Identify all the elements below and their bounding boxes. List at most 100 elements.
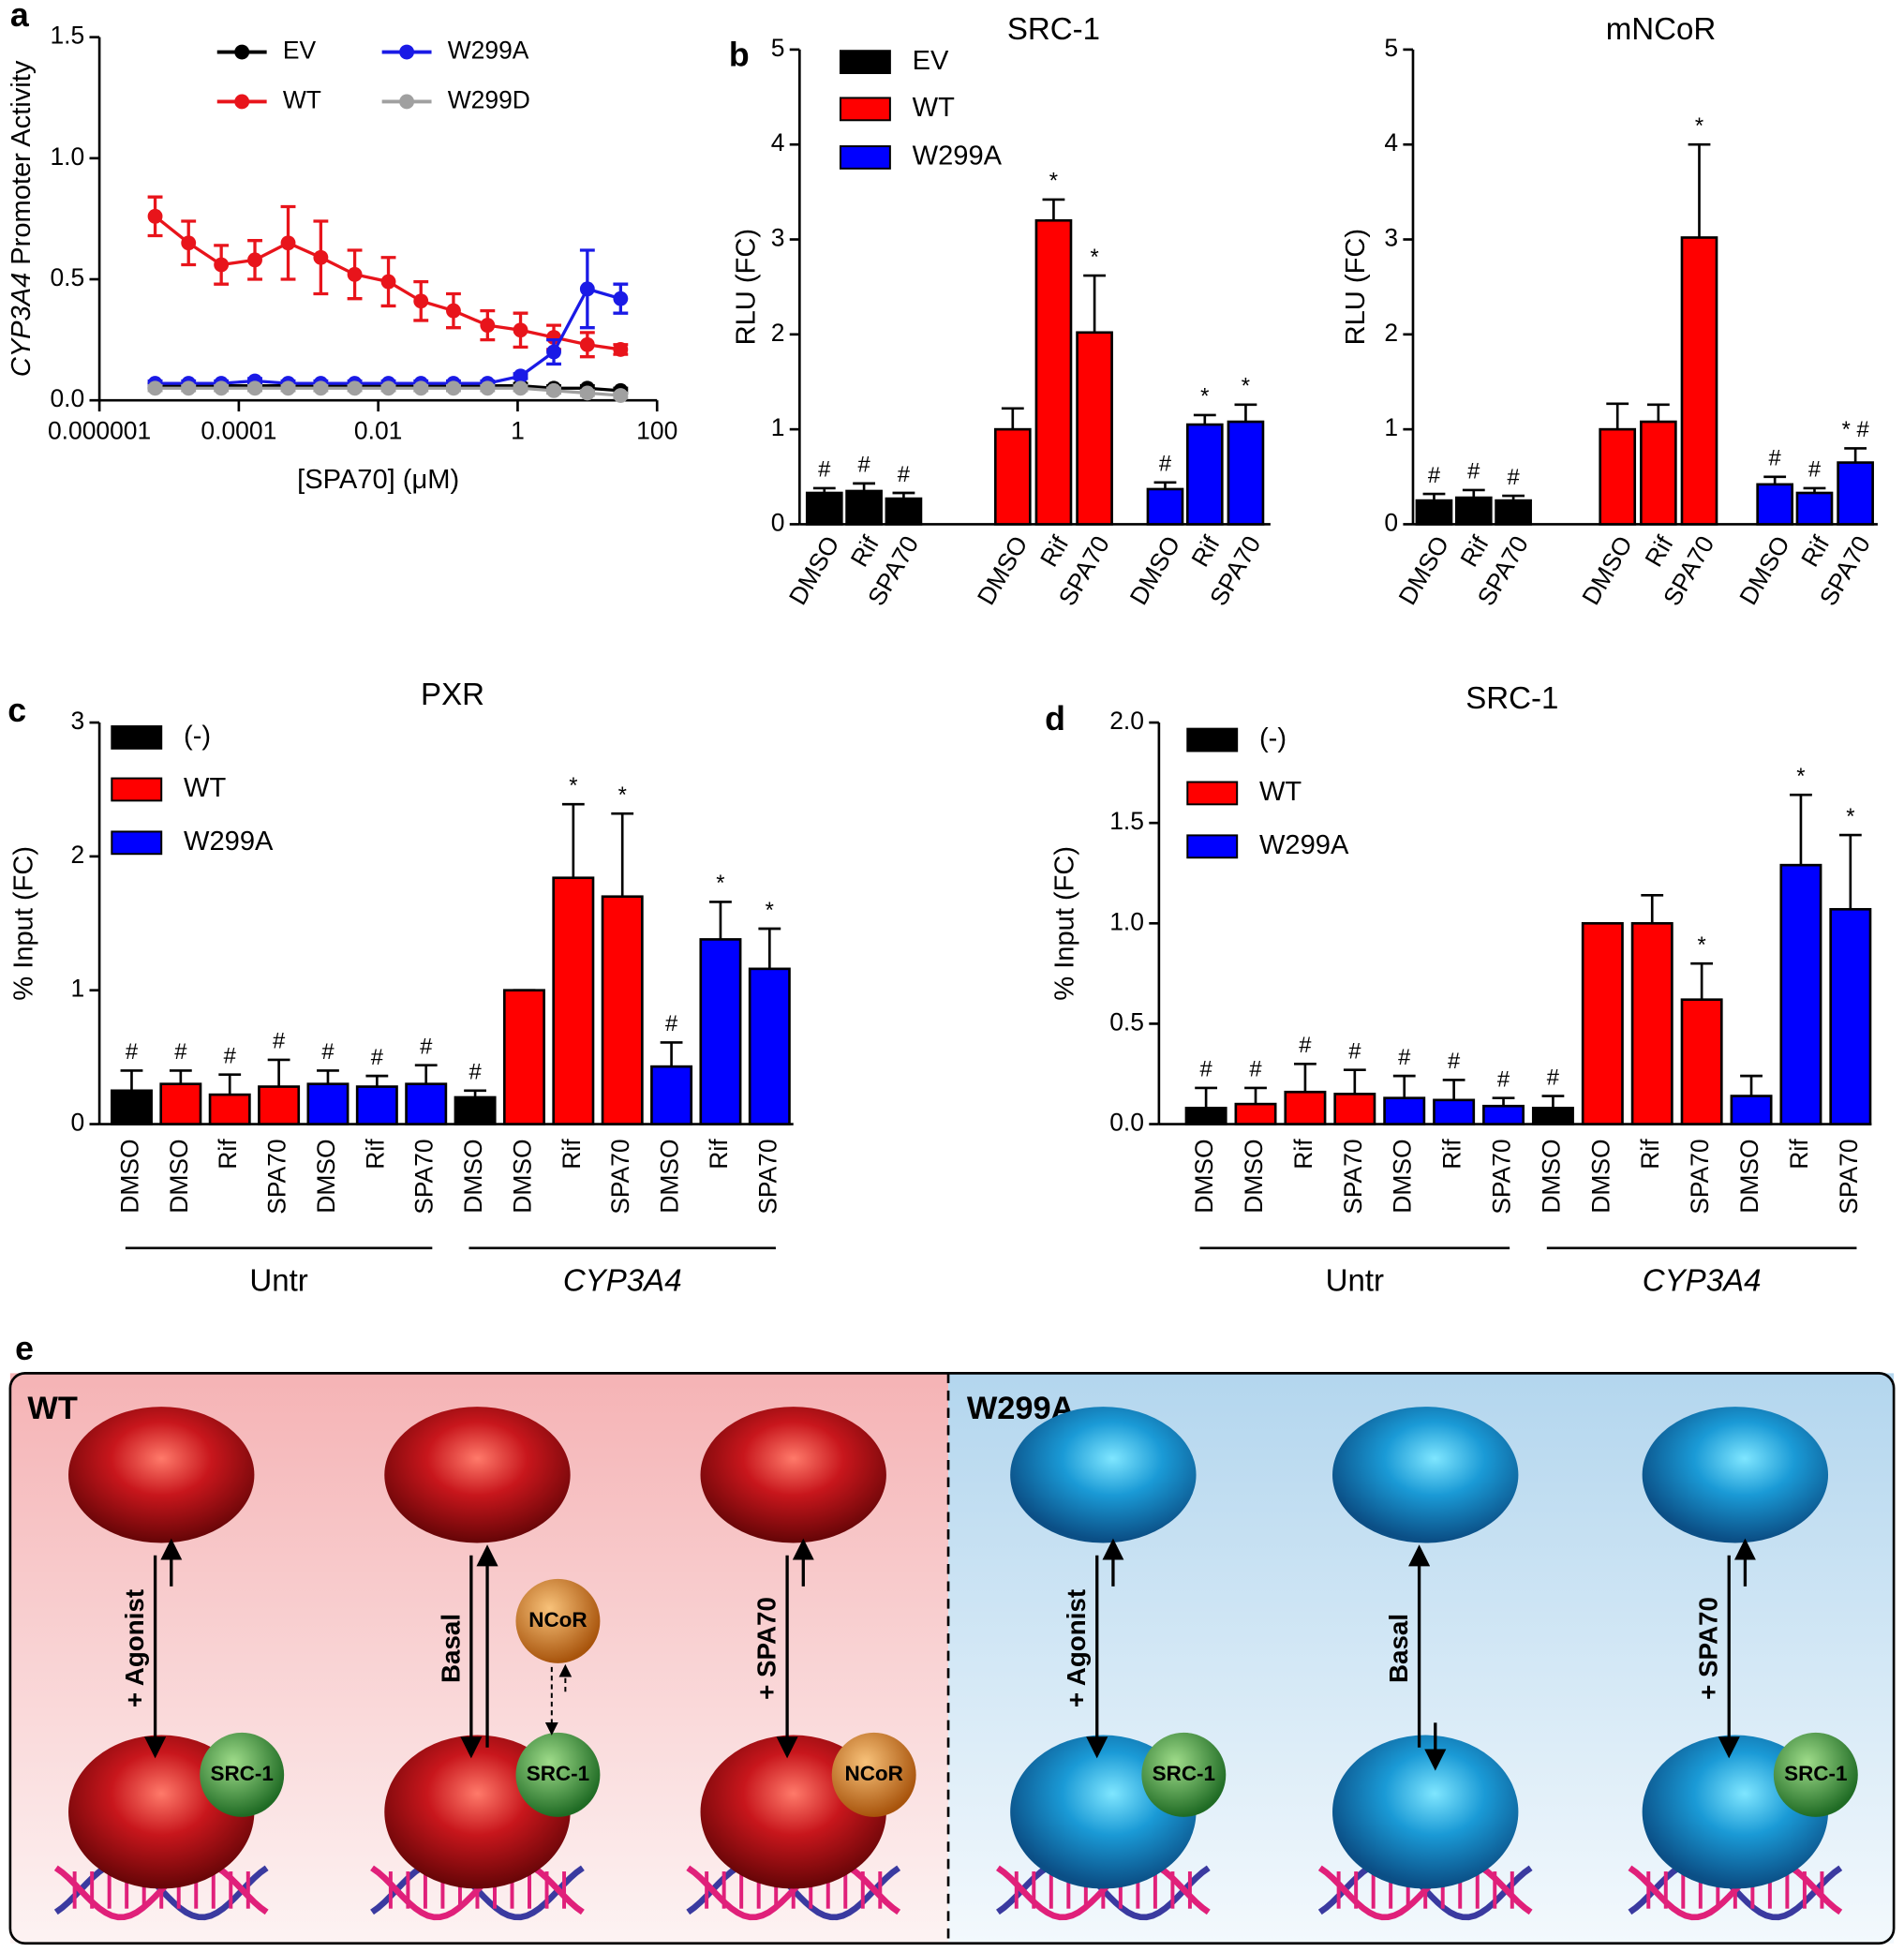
x-tick-label: DMSO: [1240, 1139, 1268, 1213]
data-point: [214, 380, 230, 396]
bar: [1730, 1095, 1773, 1125]
bar: [1433, 1098, 1476, 1125]
panel-letter: b: [729, 36, 750, 73]
legend-label: (-): [184, 722, 211, 752]
error-bar: [1646, 403, 1670, 423]
legend-label: EV: [913, 46, 949, 76]
data-point: [247, 380, 262, 396]
bar: [1454, 496, 1493, 526]
protein-label: SRC-1: [210, 1762, 273, 1785]
x-tick-label: DMSO: [1733, 531, 1795, 610]
y-tick-label: 2: [71, 841, 85, 869]
error-bar: [365, 1074, 389, 1087]
x-tick-label: DMSO: [1586, 1139, 1614, 1213]
data-point: [579, 385, 595, 401]
protein-label: NCoR: [528, 1608, 587, 1632]
data-point: [280, 235, 296, 251]
significance-label: *: [1695, 113, 1703, 139]
x-tick-label: DMSO: [1537, 1139, 1565, 1213]
legend-swatch: [111, 777, 163, 802]
significance-label: #: [1507, 465, 1520, 490]
y-axis-label: RLU (FC): [1341, 229, 1371, 345]
significance-label: #: [1497, 1066, 1510, 1092]
data-point: [347, 380, 363, 396]
data-point: [280, 380, 296, 396]
significance-label: *: [1090, 245, 1098, 270]
y-tick-label: 3: [1384, 223, 1398, 251]
significance-label: #: [321, 1039, 335, 1065]
diagram: WT W299A e+ Agonist Basal + SPA70 + Agonist…: [8, 1330, 1896, 1945]
bar: [845, 489, 883, 526]
y-tick-label: 4: [771, 128, 785, 156]
legend-swatch: [1186, 727, 1239, 752]
x-tick-label: Rif: [361, 1139, 389, 1170]
error-bar: [1838, 833, 1862, 910]
receptor-free: [1642, 1407, 1829, 1543]
error-bar: [853, 482, 876, 491]
error-bar: [1492, 1096, 1515, 1107]
y-axis-label-part: Promoter Activity: [7, 60, 37, 265]
legend-label: (-): [1259, 723, 1287, 753]
x-tick-label: 1: [511, 417, 525, 445]
significance-label: #: [898, 462, 911, 487]
significance-label: #: [857, 453, 870, 478]
data-point: [579, 336, 595, 352]
receptor-free: [384, 1407, 571, 1543]
data-point: [413, 293, 429, 309]
significance-label: *: [1242, 374, 1250, 399]
protein: [1773, 1732, 1858, 1817]
data-point: [380, 380, 396, 396]
x-tick-label: Rif: [1785, 1139, 1813, 1170]
error-bar: [1790, 793, 1812, 866]
significance-label: * #: [1842, 417, 1870, 442]
bar: [650, 1065, 693, 1125]
x-tick-label: DMSO: [1389, 1139, 1417, 1213]
y-tick-label: 4: [1384, 128, 1398, 156]
protein: [515, 1732, 601, 1817]
x-tick-label: Rif: [558, 1139, 586, 1170]
chart-title: mNCoR: [1606, 12, 1717, 47]
significance-label: #: [1299, 1033, 1312, 1058]
error-bar: [267, 1058, 290, 1087]
x-tick-label: DMSO: [115, 1139, 143, 1213]
y-tick-label: 1: [1384, 413, 1398, 441]
bar: [1184, 1107, 1227, 1125]
significance-label: #: [1398, 1045, 1411, 1070]
error-bar: [709, 901, 732, 940]
bar: [748, 967, 791, 1125]
bar: [1234, 1102, 1277, 1125]
legend-swatch: [111, 830, 163, 856]
significance-label: #: [273, 1029, 286, 1054]
y-tick-label: 3: [771, 223, 785, 251]
panel-letter: c: [7, 692, 26, 729]
legend-label: W299A: [184, 827, 274, 857]
x-tick-label: Rif: [1640, 530, 1679, 572]
x-tick-label: Rif: [1636, 1139, 1664, 1170]
significance-label: #: [818, 457, 831, 483]
error-bar: [1195, 1086, 1218, 1109]
x-tick-label: SPA70: [753, 1139, 781, 1214]
legend-marker: [399, 94, 415, 110]
data-point: [380, 274, 396, 290]
bar: [1581, 921, 1624, 1125]
legend-label: WT: [184, 773, 226, 803]
bar: [1383, 1096, 1426, 1125]
x-tick-label: SPA70: [606, 1139, 634, 1214]
x-tick-label: 0.0001: [201, 417, 276, 445]
error-bar: [169, 1069, 192, 1084]
x-tick-label: DMSO: [783, 531, 845, 610]
x-tick-label: Rif: [1438, 1139, 1466, 1170]
group-label: CYP3A4: [1643, 1264, 1762, 1299]
bar: [1495, 499, 1532, 526]
legend-label: WT: [913, 93, 955, 123]
y-tick-label: 0.5: [1109, 1007, 1144, 1036]
y-tick-label: 0: [1384, 508, 1398, 536]
error-bar: [120, 1069, 143, 1091]
bar: [258, 1085, 301, 1125]
significance-label: #: [174, 1039, 187, 1065]
error-bar: [1042, 198, 1065, 221]
bar: [1185, 423, 1224, 526]
bar: [1599, 427, 1637, 526]
